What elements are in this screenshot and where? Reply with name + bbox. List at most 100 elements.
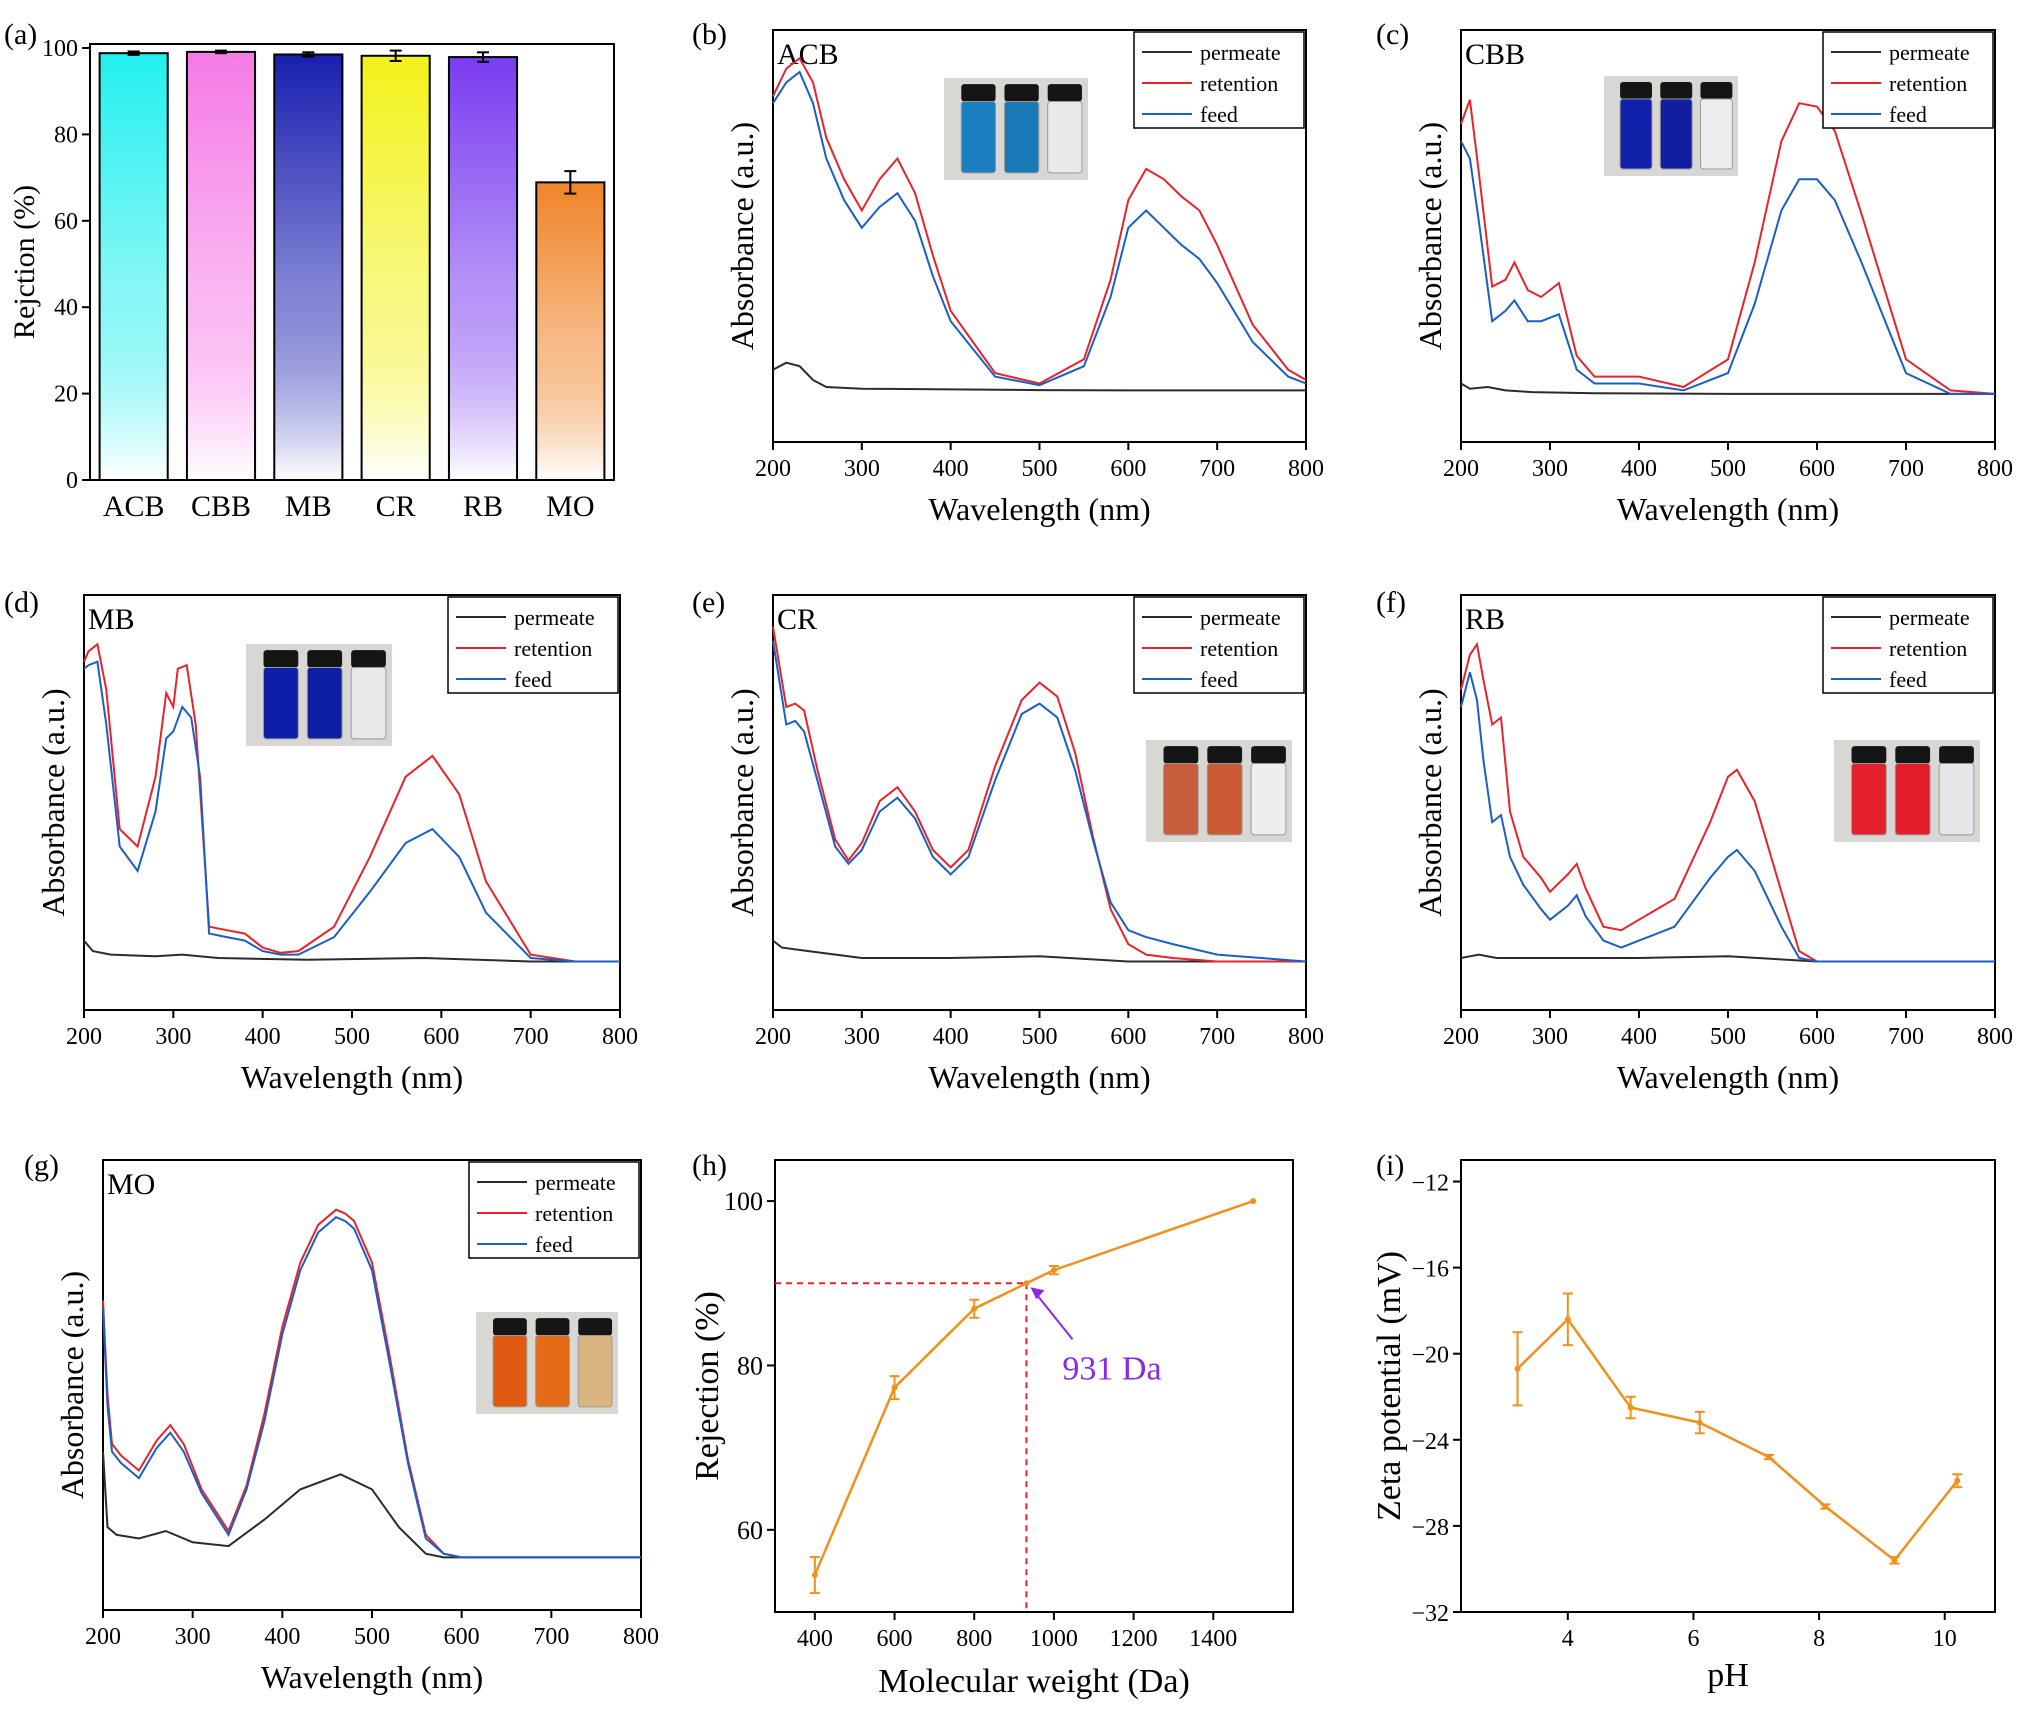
series-line-permeate	[102, 1451, 641, 1559]
x-tick-label: 10	[1933, 1626, 1957, 1652]
series-line-feed	[102, 1216, 641, 1559]
vial-photo-inset	[1834, 740, 1980, 842]
series-line-feed	[1460, 671, 1995, 963]
x-tick-label: 800	[956, 1626, 992, 1652]
data-point	[1250, 1198, 1257, 1205]
x-tick-label: 300	[1532, 1024, 1568, 1050]
x-tick-label: 700	[533, 1624, 569, 1650]
series-line-retention	[1460, 641, 1995, 963]
x-tick-label: MO	[546, 490, 594, 523]
series-line-permeate	[1460, 382, 1995, 395]
x-tick-label: 800	[602, 1024, 638, 1050]
vial-body	[1619, 98, 1653, 170]
x-tick-label: 500	[1022, 1024, 1058, 1050]
vial-body	[960, 100, 997, 174]
vial-body	[1938, 762, 1975, 836]
x-tick-label: 600	[423, 1024, 459, 1050]
x-axis-label: Wavelength (nm)	[1617, 1059, 1839, 1095]
x-tick-label: 800	[1288, 456, 1324, 482]
x-tick-label: 400	[933, 456, 969, 482]
series-line	[1516, 1317, 1959, 1563]
vial-cap	[351, 650, 386, 668]
vial-body	[1250, 762, 1287, 836]
legend-label: permeate	[1200, 605, 1281, 630]
vial-body	[1003, 100, 1040, 174]
x-tick-label: 200	[85, 1624, 121, 1650]
x-axis-label: Wavelength (nm)	[928, 491, 1150, 527]
series-line-retention	[772, 626, 1306, 963]
vial-cap	[1207, 746, 1243, 764]
x-tick-label: 600	[1110, 456, 1146, 482]
vial-body	[1851, 762, 1887, 836]
plot-frame	[774, 1159, 1294, 1613]
y-tick-label: −24	[1411, 1429, 1449, 1455]
bar-acb	[98, 52, 169, 482]
x-tick-label: 800	[1288, 1024, 1324, 1050]
x-tick-label: 8	[1813, 1626, 1825, 1652]
vial-cap	[535, 1318, 570, 1336]
plot-frame	[89, 43, 615, 481]
x-tick-label: 500	[1022, 456, 1058, 482]
y-tick-label: −12	[1411, 1171, 1449, 1197]
x-tick-label: 200	[1443, 456, 1479, 482]
x-axis-label: Wavelength (nm)	[928, 1059, 1150, 1095]
legend-box	[468, 1161, 640, 1259]
vial-body	[1894, 762, 1931, 836]
series-line-permeate	[1460, 953, 1995, 963]
vial-body	[535, 1334, 570, 1408]
x-tick-label: 500	[1710, 456, 1746, 482]
bar-rb	[447, 56, 519, 482]
x-tick-label: 1200	[1110, 1626, 1158, 1652]
vial-cap	[1004, 84, 1039, 102]
y-axis-label: Rejection (%)	[689, 1291, 726, 1481]
bar-mb	[273, 53, 344, 481]
legend-label: permeate	[1889, 40, 1970, 65]
vial-body	[1659, 98, 1693, 170]
vial-body	[306, 666, 343, 740]
x-tick-label: ACB	[103, 490, 165, 523]
vial-cap	[1660, 82, 1693, 99]
x-tick-label: 300	[844, 1024, 880, 1050]
bar-cr	[360, 54, 431, 481]
panel-label: (b)	[692, 18, 727, 51]
vial-body	[1163, 762, 1199, 836]
legend-box	[1133, 31, 1305, 129]
legend-label: retention	[1889, 71, 1967, 96]
dye-label: ACB	[777, 38, 839, 71]
y-tick-label: −16	[1411, 1257, 1449, 1283]
legend-box	[447, 596, 619, 694]
x-tick-label: 600	[444, 1624, 480, 1650]
series-line-permeate	[772, 939, 1306, 963]
x-tick-label: CBB	[191, 490, 251, 523]
y-tick-label: 20	[54, 382, 78, 408]
plot-frame	[1460, 1159, 1996, 1613]
legend-label: retention	[514, 636, 592, 661]
series-line-permeate	[83, 939, 620, 963]
x-tick-label: 700	[1199, 456, 1235, 482]
x-axis-label: Wavelength (nm)	[261, 1659, 483, 1695]
series-line-retention	[83, 642, 620, 963]
annotation-arrow	[1031, 1288, 1074, 1340]
legend-label: retention	[1200, 636, 1278, 661]
y-tick-label: −28	[1411, 1515, 1449, 1541]
vial-photo-inset	[1604, 76, 1738, 176]
y-tick-label: 0	[66, 468, 78, 494]
series-line-retention	[1460, 99, 1996, 395]
y-tick-label: −32	[1411, 1601, 1449, 1627]
legend-label: feed	[535, 1232, 573, 1257]
x-tick-label: 300	[175, 1624, 211, 1650]
legend-label: feed	[1200, 102, 1238, 127]
vial-cap	[578, 1318, 613, 1336]
x-tick-label: CR	[376, 490, 416, 523]
x-tick-label: 400	[1621, 456, 1657, 482]
x-tick-label: 1400	[1189, 1626, 1237, 1652]
legend-label: feed	[1200, 667, 1238, 692]
x-axis-label: Molecular weight (Da)	[878, 1663, 1190, 1700]
x-tick-label: 200	[1443, 1024, 1479, 1050]
series-line-retention	[772, 56, 1307, 385]
vial-cap	[1163, 746, 1199, 764]
data-point	[1023, 1280, 1030, 1287]
x-tick-label: 700	[1888, 1024, 1924, 1050]
vial-photo-inset	[476, 1312, 618, 1414]
